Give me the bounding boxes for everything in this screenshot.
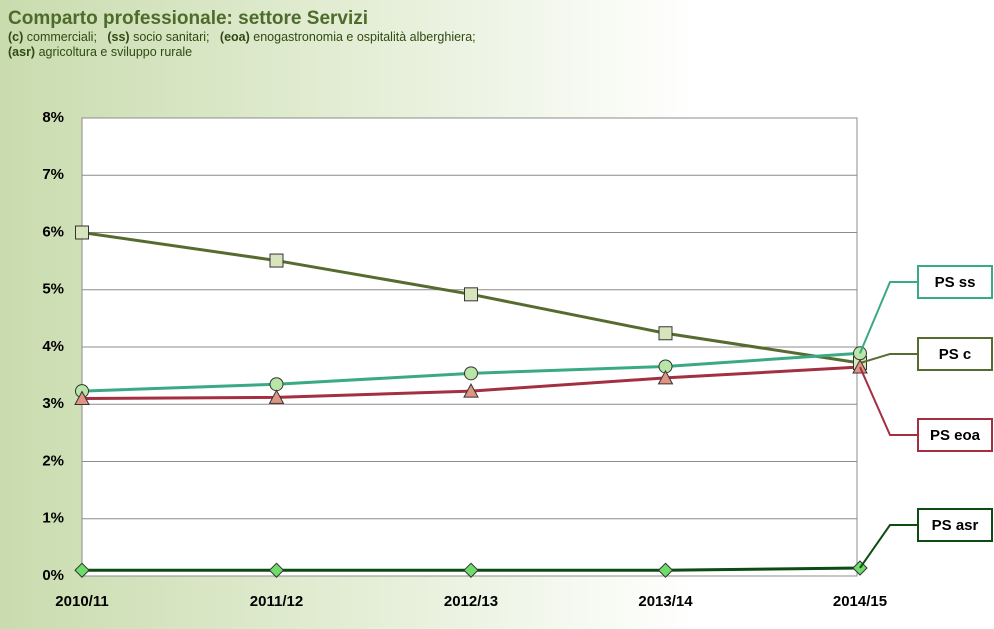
y-tick-label: 5% [42, 281, 64, 298]
leader-line [859, 524, 918, 569]
series-label: PS asr [932, 517, 979, 534]
marker [658, 326, 673, 341]
marker [269, 377, 284, 392]
note-text: commerciali; [26, 30, 97, 44]
series-label: PS c [939, 346, 972, 363]
leader-line [859, 281, 918, 354]
marker [463, 562, 479, 578]
y-tick-label: 6% [42, 223, 64, 240]
x-tick-label: 2013/14 [638, 593, 693, 610]
series-label-box [917, 265, 993, 299]
marker [657, 369, 674, 385]
leader-line [859, 353, 918, 364]
marker [74, 562, 90, 578]
marker [852, 358, 868, 374]
note-code: (eoa) [219, 30, 250, 44]
marker [268, 562, 285, 578]
series-label: PS eoa [930, 427, 981, 444]
y-tick-label: 2% [42, 452, 64, 469]
note-text: socio sanitari; [133, 30, 210, 44]
marker [269, 253, 284, 268]
y-tick-label: 4% [42, 338, 64, 355]
x-tick-label: 2010/11 [55, 593, 108, 610]
note-code: (ss) [107, 30, 130, 44]
series-label: PS ss [935, 274, 976, 291]
y-tick-label: 7% [42, 166, 64, 183]
series-label-box [917, 508, 993, 542]
header: Comparto professionale: settore Servizi … [8, 8, 988, 60]
y-tick-label: 0% [42, 567, 64, 584]
notes-line: (c) commerciali; (ss) socio sanitari; (e… [8, 30, 988, 45]
notes-line: (asr) agricoltura e sviluppo rurale [8, 45, 988, 60]
x-tick-label: 2012/13 [444, 593, 498, 610]
x-tick-label: 2011/12 [250, 593, 303, 610]
note-code: (c) [8, 30, 24, 44]
y-tick-label: 1% [42, 510, 64, 527]
marker [464, 287, 478, 302]
marker [657, 562, 674, 578]
note-code: (asr) [8, 45, 36, 59]
marker [268, 389, 285, 404]
note-text: agricoltura e sviluppo rurale [38, 45, 193, 59]
chart-title: Comparto professionale: settore Servizi [8, 8, 369, 29]
leader-line [859, 366, 918, 436]
marker [464, 366, 478, 381]
marker [463, 383, 479, 398]
series-label-box [917, 337, 993, 371]
note-text: enogastronomia e ospitalità alberghiera; [253, 30, 476, 44]
y-tick-label: 8% [42, 109, 64, 126]
marker [74, 390, 90, 406]
x-tick-label: 2014/15 [833, 593, 887, 610]
series-label-box [917, 418, 993, 452]
marker [75, 225, 89, 240]
y-tick-label: 3% [42, 395, 64, 412]
